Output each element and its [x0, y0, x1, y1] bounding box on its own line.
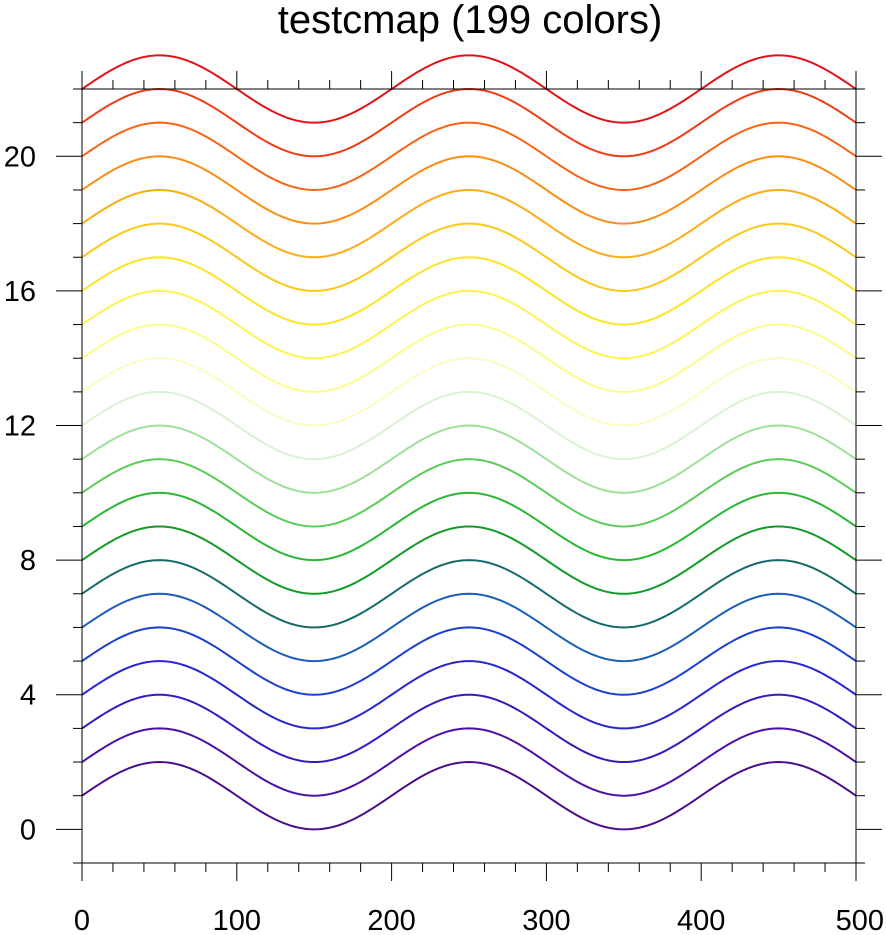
chart-title: testcmap (199 colors) [278, 0, 663, 42]
series-line-5 [81, 626, 857, 696]
y-tick-label: 12 [4, 411, 36, 443]
series-line-15 [81, 289, 857, 360]
tick-marks [56, 71, 882, 881]
series-line-1 [81, 761, 857, 831]
series-line-11 [81, 424, 857, 494]
x-tick-label: 0 [74, 905, 90, 935]
series-line-6 [81, 592, 857, 663]
x-tick-label: 200 [367, 905, 415, 935]
series-line-19 [81, 155, 857, 225]
series-line-4 [81, 660, 857, 730]
y-tick-label: 0 [20, 814, 36, 846]
series-line-16 [81, 256, 857, 326]
y-tick-label: 8 [20, 545, 36, 577]
series-group [81, 54, 857, 831]
plot-frame [81, 88, 857, 864]
series-line-17 [81, 222, 857, 292]
series-line-7 [81, 559, 857, 629]
series-line-2 [81, 727, 857, 797]
series-line-18 [81, 188, 857, 259]
series-line-9 [81, 491, 857, 562]
y-tick-label: 16 [4, 276, 36, 308]
series-line-8 [81, 525, 857, 595]
series-line-20 [81, 121, 857, 191]
x-tick-label: 100 [213, 905, 261, 935]
x-tick-label: 300 [522, 905, 570, 935]
series-line-14 [81, 323, 857, 393]
y-tick-label: 20 [4, 141, 36, 173]
x-tick-label: 500 [836, 905, 884, 935]
series-line-10 [81, 458, 857, 528]
series-line-12 [81, 390, 857, 461]
series-line-13 [81, 357, 857, 427]
series-line-22 [81, 54, 857, 124]
y-tick-label: 4 [20, 680, 36, 712]
series-line-3 [81, 693, 857, 764]
x-tick-label: 400 [677, 905, 725, 935]
tick-labels: 0 100 200 300 400 500 0 4 8 12 16 20 [4, 141, 884, 935]
